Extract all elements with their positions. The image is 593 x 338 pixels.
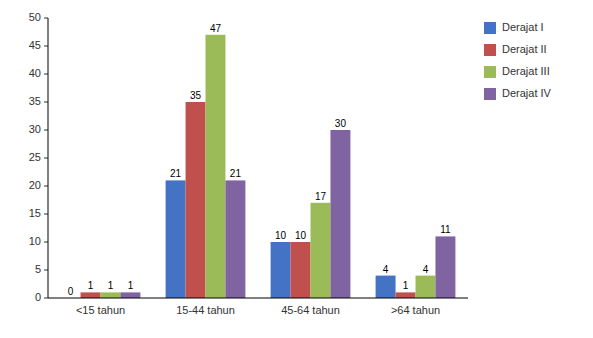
data-label: 17 bbox=[315, 191, 327, 202]
data-labels: 0211041351011471741213011 bbox=[68, 23, 451, 297]
y-tick-label: 50 bbox=[29, 11, 41, 23]
legend-swatch bbox=[484, 44, 496, 56]
y-tick-label: 30 bbox=[29, 123, 41, 135]
bar bbox=[166, 180, 186, 298]
y-tick-label: 15 bbox=[29, 207, 41, 219]
y-axis: 0 5 10 15 20 25 30 35 40 45 50 bbox=[29, 11, 48, 303]
data-label: 4 bbox=[383, 264, 389, 275]
data-label: 21 bbox=[170, 168, 182, 179]
data-label: 1 bbox=[403, 280, 409, 291]
y-tick-label: 25 bbox=[29, 151, 41, 163]
bar bbox=[416, 276, 436, 298]
legend: Derajat I Derajat II Derajat III Derajat IV bbox=[484, 21, 552, 100]
y-tick-label: 40 bbox=[29, 67, 41, 79]
data-label: 30 bbox=[335, 118, 347, 129]
data-label: 35 bbox=[190, 90, 202, 101]
bar bbox=[101, 292, 121, 298]
bar bbox=[225, 180, 245, 298]
y-tick bbox=[44, 298, 48, 299]
data-label: 1 bbox=[88, 280, 94, 291]
bar bbox=[291, 242, 311, 298]
legend-swatch bbox=[484, 88, 496, 100]
legend-swatch bbox=[484, 66, 496, 78]
data-label: 4 bbox=[423, 264, 429, 275]
y-axis-line bbox=[48, 18, 49, 298]
y-tick-label: 10 bbox=[29, 235, 41, 247]
data-label: 10 bbox=[275, 230, 287, 241]
bar bbox=[186, 102, 206, 298]
y-tick-label: 0 bbox=[35, 291, 41, 303]
y-tick-label: 35 bbox=[29, 95, 41, 107]
bar bbox=[271, 242, 291, 298]
bar bbox=[311, 203, 331, 298]
y-tick bbox=[44, 130, 48, 131]
x-tick-label: 15-44 tahun bbox=[176, 304, 235, 316]
y-tick bbox=[44, 74, 48, 75]
x-axis: <15 tahun 15-44 tahun 45-64 tahun >64 tahun bbox=[76, 304, 440, 316]
data-label: 1 bbox=[128, 280, 134, 291]
data-label: 47 bbox=[210, 23, 222, 34]
legend-label: Derajat II bbox=[502, 43, 547, 55]
x-tick-label: >64 tahun bbox=[391, 304, 440, 316]
y-tick bbox=[44, 242, 48, 243]
chart: 0510152025303540455002110413510114717412… bbox=[0, 0, 593, 338]
bar bbox=[376, 276, 396, 298]
y-tick bbox=[44, 46, 48, 47]
bar bbox=[435, 236, 455, 298]
y-tick bbox=[44, 186, 48, 187]
data-label: 0 bbox=[68, 286, 74, 297]
x-tick-label: <15 tahun bbox=[76, 304, 125, 316]
data-label: 10 bbox=[295, 230, 307, 241]
y-tick bbox=[44, 158, 48, 159]
bar bbox=[330, 130, 350, 298]
y-tick bbox=[44, 18, 48, 19]
y-tick-label: 45 bbox=[29, 39, 41, 51]
bar bbox=[206, 35, 226, 298]
y-tick bbox=[44, 270, 48, 271]
x-axis-line bbox=[48, 298, 468, 299]
y-tick bbox=[44, 102, 48, 103]
legend-label: Derajat I bbox=[502, 21, 544, 33]
bars bbox=[81, 35, 456, 298]
data-label: 1 bbox=[108, 280, 114, 291]
data-label: 11 bbox=[440, 224, 451, 235]
legend-label: Derajat III bbox=[502, 65, 550, 77]
y-tick bbox=[44, 214, 48, 215]
bar bbox=[81, 292, 101, 298]
y-tick-label: 20 bbox=[29, 179, 41, 191]
legend-swatch bbox=[484, 22, 496, 34]
data-label: 21 bbox=[230, 168, 242, 179]
x-tick-label: 45-64 tahun bbox=[281, 304, 340, 316]
legend-label: Derajat IV bbox=[502, 87, 552, 99]
y-tick-label: 5 bbox=[35, 263, 41, 275]
bar bbox=[120, 292, 140, 298]
bar bbox=[396, 292, 416, 298]
